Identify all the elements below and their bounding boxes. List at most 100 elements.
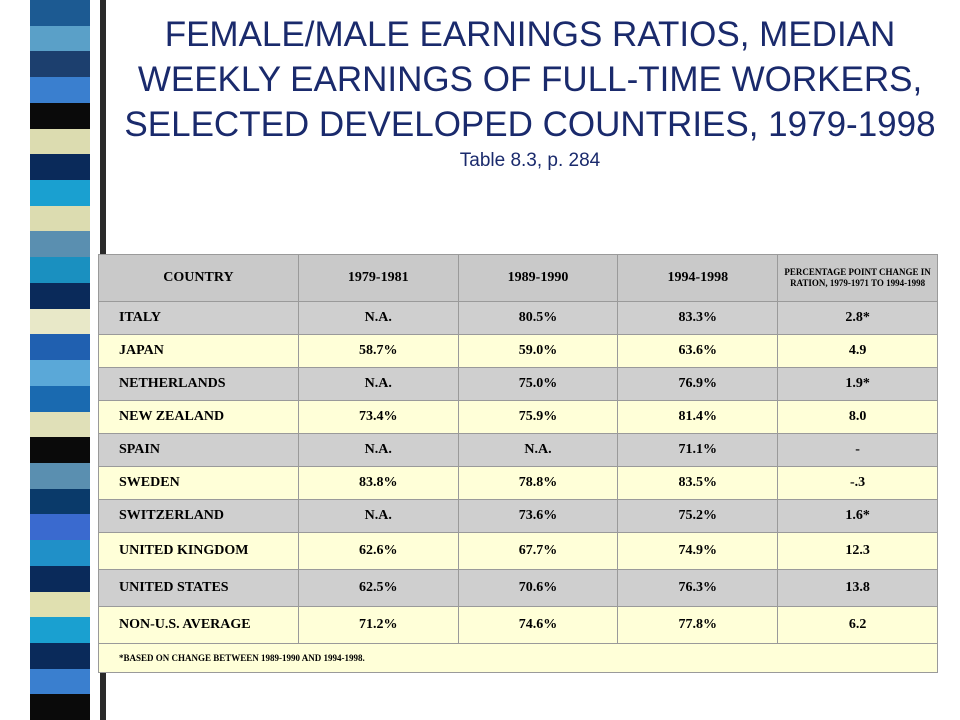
table-row: NETHERLANDS N.A. 75.0% 76.9% 1.9* — [98, 367, 938, 401]
stripe-block — [30, 694, 90, 720]
cell-change: 8.0 — [777, 400, 938, 434]
stripe-block — [30, 437, 90, 463]
cell-1979-1981: 58.7% — [297, 334, 459, 368]
title-subtitle: Table 8.3, p. 284 — [459, 150, 601, 171]
cell-1994-1998: 76.9% — [617, 367, 779, 401]
table-footnote-row: *BASED ON CHANGE BETWEEN 1989-1990 AND 1… — [98, 643, 938, 673]
cell-country: JAPAN — [98, 334, 299, 368]
table-header-row: COUNTRY 1979-1981 1989-1990 1994-1998 PE… — [98, 254, 938, 302]
cell-change: 2.8* — [777, 301, 938, 335]
cell-change: 1.6* — [777, 499, 938, 533]
cell-1989-1990: 80.5% — [457, 301, 619, 335]
cell-1979-1981: 71.2% — [297, 606, 459, 644]
stripe-block — [30, 514, 90, 541]
stripe-block — [30, 154, 90, 181]
cell-country: ITALY — [98, 301, 299, 335]
table-footnote: *BASED ON CHANGE BETWEEN 1989-1990 AND 1… — [98, 643, 938, 673]
cell-1979-1981: N.A. — [297, 499, 459, 533]
stripe-block — [30, 668, 90, 695]
cell-1994-1998: 83.3% — [617, 301, 779, 335]
cell-1979-1981: 62.5% — [297, 569, 459, 607]
stripe-block — [30, 385, 90, 412]
stripe-block — [30, 77, 90, 103]
decorative-stripe-bar — [0, 0, 106, 720]
table-row: SWITZERLAND N.A. 73.6% 75.2% 1.6* — [98, 499, 938, 533]
cell-1979-1981: 62.6% — [297, 532, 459, 570]
stripe-block — [30, 411, 90, 438]
cell-country: NON-U.S. AVERAGE — [98, 606, 299, 644]
stripe-block — [30, 257, 90, 283]
cell-change: -.3 — [777, 466, 938, 500]
table-row: NON-U.S. AVERAGE 71.2% 74.6% 77.8% 6.2 — [98, 606, 938, 644]
cell-1989-1990: N.A. — [457, 433, 619, 467]
stripe-block — [30, 308, 90, 335]
stripe-block — [30, 51, 90, 78]
table-row: UNITED KINGDOM 62.6% 67.7% 74.9% 12.3 — [98, 532, 938, 570]
cell-1979-1981: N.A. — [297, 367, 459, 401]
stripe-block — [30, 102, 90, 129]
cell-change: 6.2 — [777, 606, 938, 644]
stripe-block — [30, 462, 90, 489]
cell-1989-1990: 70.6% — [457, 569, 619, 607]
stripe-block — [30, 205, 90, 232]
stripe-block — [30, 334, 90, 361]
cell-1989-1990: 67.7% — [457, 532, 619, 570]
header-country: COUNTRY — [98, 254, 299, 302]
stripe-block — [30, 282, 90, 309]
stripe-block — [30, 591, 90, 618]
cell-1994-1998: 74.9% — [617, 532, 779, 570]
cell-1989-1990: 78.8% — [457, 466, 619, 500]
title-main: FEMALE/MALE EARNINGS RATIOS, MEDIAN WEEK… — [124, 15, 936, 144]
stripe-block — [30, 0, 90, 26]
cell-change: 1.9* — [777, 367, 938, 401]
stripe-block — [30, 128, 90, 155]
stripe-block — [30, 642, 90, 669]
cell-country: NETHERLANDS — [98, 367, 299, 401]
cell-1979-1981: 83.8% — [297, 466, 459, 500]
cell-change: 12.3 — [777, 532, 938, 570]
cell-1979-1981: N.A. — [297, 301, 459, 335]
cell-1994-1998: 71.1% — [617, 433, 779, 467]
cell-1979-1981: 73.4% — [297, 400, 459, 434]
header-1989-1990: 1989-1990 — [457, 254, 619, 302]
cell-1989-1990: 59.0% — [457, 334, 619, 368]
table-row: JAPAN 58.7% 59.0% 63.6% 4.9 — [98, 334, 938, 368]
cell-country: UNITED KINGDOM — [98, 532, 299, 570]
cell-1994-1998: 83.5% — [617, 466, 779, 500]
earnings-ratio-table: COUNTRY 1979-1981 1989-1990 1994-1998 PE… — [98, 254, 938, 673]
slide-title: FEMALE/MALE EARNINGS RATIOS, MEDIAN WEEK… — [110, 12, 950, 173]
table-row: SPAIN N.A. N.A. 71.1% - — [98, 433, 938, 467]
table-row: SWEDEN 83.8% 78.8% 83.5% -.3 — [98, 466, 938, 500]
stripe-block — [30, 617, 90, 643]
cell-change: 4.9 — [777, 334, 938, 368]
cell-1989-1990: 73.6% — [457, 499, 619, 533]
header-1994-1998: 1994-1998 — [617, 254, 779, 302]
stripe-block — [30, 25, 90, 52]
stripe-block — [30, 180, 90, 206]
cell-country: SPAIN — [98, 433, 299, 467]
stripe-block — [30, 565, 90, 592]
stripe-block — [30, 540, 90, 566]
cell-change: - — [777, 433, 938, 467]
cell-country: NEW ZEALAND — [98, 400, 299, 434]
cell-1989-1990: 74.6% — [457, 606, 619, 644]
cell-country: UNITED STATES — [98, 569, 299, 607]
cell-change: 13.8 — [777, 569, 938, 607]
stripe-block — [30, 488, 90, 515]
header-percentage-change: PERCENTAGE POINT CHANGE IN RATION, 1979-… — [777, 254, 938, 302]
header-1979-1981: 1979-1981 — [297, 254, 459, 302]
cell-1994-1998: 63.6% — [617, 334, 779, 368]
stripe-block — [30, 231, 90, 258]
cell-country: SWITZERLAND — [98, 499, 299, 533]
cell-1989-1990: 75.9% — [457, 400, 619, 434]
cell-1979-1981: N.A. — [297, 433, 459, 467]
table-row: NEW ZEALAND 73.4% 75.9% 81.4% 8.0 — [98, 400, 938, 434]
cell-1994-1998: 77.8% — [617, 606, 779, 644]
table-row: UNITED STATES 62.5% 70.6% 76.3% 13.8 — [98, 569, 938, 607]
cell-1989-1990: 75.0% — [457, 367, 619, 401]
cell-1994-1998: 76.3% — [617, 569, 779, 607]
table-row: ITALY N.A. 80.5% 83.3% 2.8* — [98, 301, 938, 335]
stripe-block — [30, 360, 90, 386]
cell-1994-1998: 75.2% — [617, 499, 779, 533]
cell-1994-1998: 81.4% — [617, 400, 779, 434]
